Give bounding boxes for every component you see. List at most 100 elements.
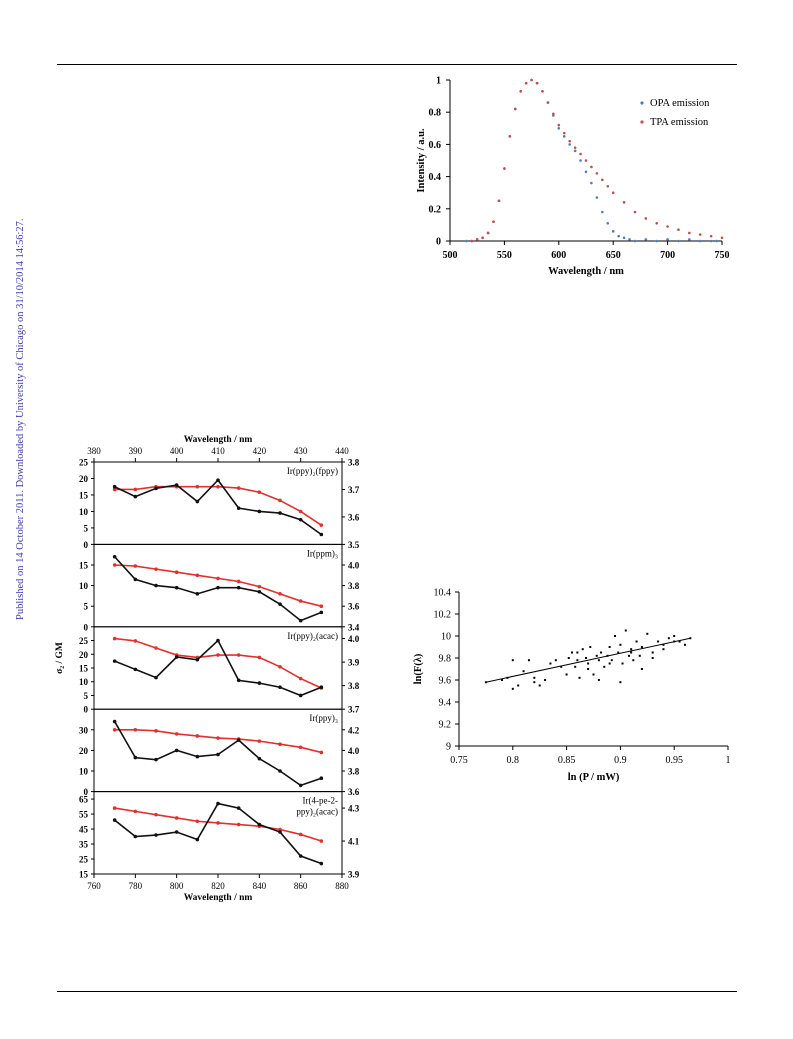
x-tick-label: 550 [497,250,512,261]
point-tpa [698,233,702,236]
panel-label: Ir(ppm)₃ [307,548,338,558]
point-tpa [688,231,691,235]
opa-point [298,745,303,750]
opa-point [278,742,282,747]
tpa-point [133,667,138,672]
data-point [646,632,649,635]
point-tpa [530,78,533,82]
data-point [624,629,627,632]
tpa-point [174,748,179,753]
tpa-point [216,801,220,806]
data-point [570,651,573,654]
bottom-tick-label: 880 [335,881,349,891]
left-tick-label: 5 [84,691,89,701]
left-tick-label: 30 [79,725,89,735]
data-point [595,654,598,657]
bottom-axis-label: Wavelength / nm [184,893,253,903]
tpa-point [195,657,200,662]
point-tpa [584,159,588,162]
data-point [584,657,587,659]
opa-point [257,655,262,660]
data-point [683,643,686,646]
tpa-line [114,639,322,697]
tpa-point [236,738,241,742]
top-axis-label: Wavelength / nm [184,435,253,445]
point-tpa [677,228,680,232]
opa-point [133,639,138,643]
opa-point [298,509,303,514]
point-tpa [475,238,479,241]
tpa-point [112,818,117,822]
opa-point [195,484,200,489]
tpa-point [236,806,241,810]
point-tpa [579,152,582,156]
point-opa [606,221,610,225]
left-tick-label: 10 [79,767,89,777]
right-tick-label: 3.8 [348,681,360,691]
opa-line [114,637,322,689]
data-point [501,679,504,681]
opa-point [174,570,179,575]
data-point [621,662,624,665]
point-tpa [557,123,561,127]
opa-point [257,490,262,495]
point-tpa [720,236,724,240]
tpa-point [298,854,303,858]
data-point [628,654,631,657]
top-tick-label: 440 [335,446,349,456]
right-tick-label: 3.9 [348,658,360,668]
opa-point [195,734,200,738]
tpa-point [133,494,138,499]
right-tick-label: 4.0 [348,561,360,571]
x-tick-label: 0.8 [507,755,520,766]
data-point [635,640,638,643]
tpa-point [257,822,262,827]
point-tpa [503,167,506,170]
data-point [517,684,520,687]
point-tpa [573,146,577,149]
legend-label: TPA emission [650,117,709,128]
y-tick-label: 9.4 [439,698,452,709]
tpa-point [257,681,262,685]
x-tick-label: 600 [551,250,566,261]
right-tick-label: 3.6 [348,787,360,797]
panel-label: Ir(ppy)₃ [309,713,338,723]
point-tpa [601,178,604,182]
x-tick-label: 1 [726,755,731,766]
tpa-point [112,484,117,489]
panel-frame [93,543,343,628]
emission-chart: 500 550 600 650 700 750 0 0.2 0.4 0.6 0.8 1 Waveleng… [416,76,730,278]
left-tick-label: 20 [79,650,89,660]
panel-label: Ir(4-pe-2- [303,796,338,806]
tpa-point [278,830,282,834]
opa-point [133,564,138,568]
opa-line [114,728,322,754]
left-tick-label: 0 [84,540,89,550]
bottom-tick-label: 820 [211,881,225,891]
x-tick-label: 0.75 [450,755,468,766]
point-tpa [590,165,593,169]
opa-point [154,729,158,733]
x-axis-label: ln (P / mW) [568,772,620,783]
point-tpa [508,135,512,138]
tpa-point [154,583,158,588]
data-point [576,651,579,654]
left-tick-label: 0 [84,705,89,715]
tpa-point [298,618,303,623]
left-tick-label: 55 [79,810,89,820]
tpa-point [154,833,158,837]
left-tick-label: 45 [79,825,89,835]
point-opa [698,239,702,243]
tpa-point [216,752,220,757]
tpa-point [133,577,138,582]
data-point [589,646,592,648]
right-tick-label: 3.8 [348,458,360,468]
opa-point [216,484,220,489]
data-point [533,681,536,684]
point-opa [590,181,593,185]
bottom-tick-label: 780 [129,881,143,891]
left-tick-label: 5 [84,602,89,612]
point-tpa [655,221,659,225]
tpa-point [216,585,220,590]
opa-point [236,486,241,490]
